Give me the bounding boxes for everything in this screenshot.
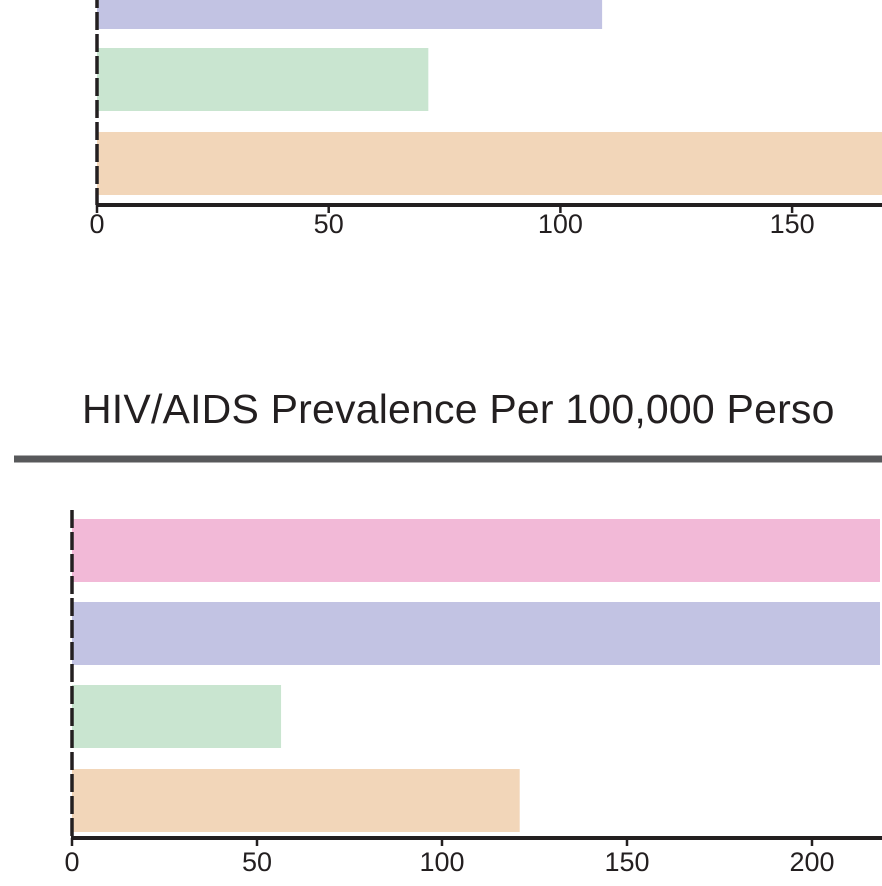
x-tick-label: 200	[789, 847, 834, 877]
bar-pink	[72, 519, 880, 582]
x-tick-label: 0	[89, 209, 104, 239]
bar-orange	[72, 769, 520, 832]
x-tick-label: 150	[770, 209, 815, 239]
chart-2-title: HIV/AIDS Prevalence Per 100,000 Perso	[82, 386, 835, 432]
x-tick-label: 50	[242, 847, 272, 877]
bar-purple	[72, 602, 880, 665]
x-tick-label: 0	[64, 847, 79, 877]
chart-2: 0 50 100 150 200	[64, 510, 882, 877]
x-tick-label: 100	[538, 209, 583, 239]
x-tick-label: 100	[419, 847, 464, 877]
x-tick-label: 150	[604, 847, 649, 877]
chart-1: 0 50 100 150	[89, 0, 882, 239]
bar-purple	[97, 0, 603, 29]
x-tick-label: 50	[314, 209, 344, 239]
bar-green	[97, 48, 429, 111]
bar-green	[72, 685, 282, 748]
bar-orange	[97, 132, 882, 195]
